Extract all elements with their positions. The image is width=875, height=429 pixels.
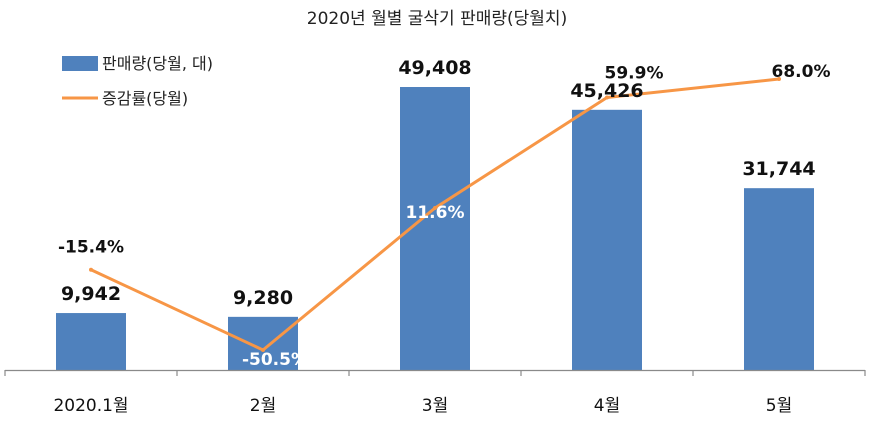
bar-1	[56, 313, 126, 370]
legend: 판매량(당월, 대) 증감률(당월)	[62, 54, 213, 108]
rate-point-4	[605, 95, 609, 100]
x-tick-label: 3월	[422, 396, 448, 416]
bar-value-label: 9,280	[233, 287, 293, 309]
rate-point-2	[261, 348, 265, 352]
x-tick-label: 2월	[250, 396, 276, 416]
bar-value-label: 45,426	[570, 80, 643, 102]
bar-value-label: 49,408	[398, 57, 471, 79]
rate-value-label: 68.0%	[772, 62, 831, 82]
bar-series	[56, 87, 814, 370]
rate-value-label: -50.5%	[242, 350, 308, 370]
bar-value-label: 9,942	[61, 283, 121, 305]
x-tick-label: 5월	[766, 396, 792, 416]
data-labels: 9,942 9,280 49,408 45,426 31,744 -15.4% -50.5%…	[58, 57, 831, 370]
x-tick-label: 2020.1월	[53, 396, 128, 416]
rate-value-label: 59.9%	[605, 64, 664, 84]
bar-value-label: 31,744	[742, 158, 815, 180]
rate-value-label: -15.4%	[58, 238, 124, 258]
x-tick-label: 4월	[594, 396, 620, 416]
x-axis: 2020.1월 2월 3월 4월 5월	[4, 369, 866, 416]
legend-label-sales: 판매량(당월, 대)	[102, 54, 213, 73]
legend-label-rate: 증감률(당월)	[102, 89, 188, 108]
rate-point-3	[433, 205, 437, 210]
legend-swatch-sales	[62, 56, 98, 71]
rate-value-label: 11.6%	[406, 203, 465, 223]
bar-4	[572, 109, 642, 370]
bar-5	[744, 188, 814, 370]
rate-series	[89, 77, 781, 352]
rate-point-1	[89, 267, 93, 272]
bar-2	[228, 316, 298, 370]
chart-title: 2020년 월별 굴삭기 판매량(당월치)	[307, 9, 567, 29]
rate-point-5	[777, 77, 781, 81]
